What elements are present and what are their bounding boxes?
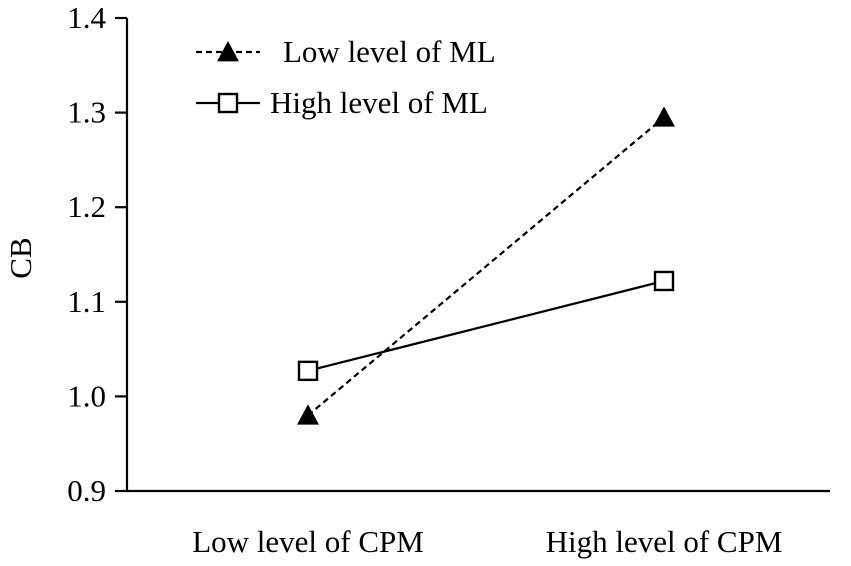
legend-marker — [217, 41, 239, 62]
x-category-labels: Low level of CPM High level of CPM — [192, 524, 782, 559]
series-1 — [297, 106, 675, 425]
series-2 — [297, 270, 675, 382]
data-point — [653, 270, 675, 292]
y-tick-label: 1.2 — [67, 189, 106, 224]
y-tick-label: 1.0 — [67, 378, 106, 413]
legend-item: Low level of ML — [196, 34, 496, 69]
legend-item: High level of ML — [196, 85, 488, 120]
legend: Low level of ML High level of ML — [196, 34, 496, 120]
data-point — [297, 404, 319, 425]
y-tick-label: 1.3 — [67, 95, 106, 130]
series-layer — [297, 106, 675, 425]
data-point — [653, 106, 675, 127]
y-tick-label: 1.4 — [67, 0, 106, 35]
legend-marker — [217, 92, 239, 114]
y-tick-label: 1.1 — [67, 284, 106, 319]
x-category-label: Low level of CPM — [192, 524, 424, 559]
y-axis-title: CB — [3, 237, 38, 278]
data-point — [297, 360, 319, 382]
series-line — [307, 116, 665, 417]
x-category-label: High level of CPM — [546, 524, 783, 559]
series-line — [307, 279, 665, 372]
y-ticks: 0.9 1.0 1.1 1.2 1.3 1.4 — [67, 0, 127, 508]
y-tick-label: 0.9 — [67, 473, 106, 508]
legend-label: High level of ML — [270, 85, 488, 120]
legend-label: Low level of ML — [283, 34, 496, 69]
axes — [125, 18, 830, 493]
